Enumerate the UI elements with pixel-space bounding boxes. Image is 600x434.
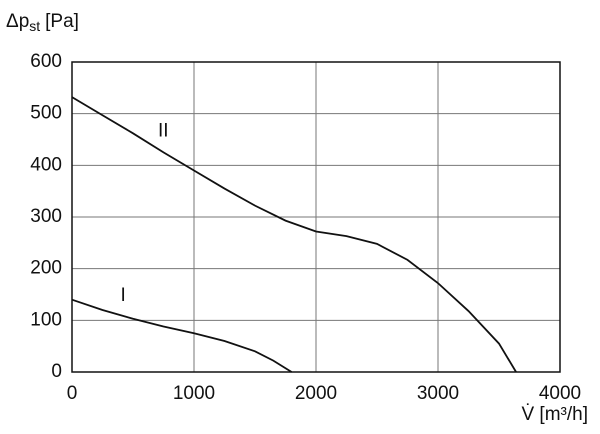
y-label-unit: [Pa] bbox=[45, 11, 79, 32]
y-tick-label: 500 bbox=[30, 103, 62, 124]
y-tick-label: 100 bbox=[30, 309, 62, 330]
y-label-subscript: st bbox=[29, 18, 40, 34]
curve bbox=[71, 298, 293, 373]
y-tick-label: 300 bbox=[30, 206, 62, 227]
y-tick-label: 200 bbox=[30, 258, 62, 279]
curve-label: II bbox=[158, 120, 169, 141]
y-tick-label: 0 bbox=[51, 361, 62, 382]
x-tick-label: 0 bbox=[67, 383, 78, 404]
x-tick-label: 3000 bbox=[417, 383, 459, 404]
y-tick-label: 400 bbox=[30, 154, 62, 175]
y-tick-label: 600 bbox=[30, 51, 62, 72]
x-tick-label: 4000 bbox=[539, 383, 581, 404]
x-axis-label: V̇ [m³/h] bbox=[521, 404, 588, 425]
y-axis-label: Δpst [Pa] bbox=[6, 11, 79, 34]
curve-label: I bbox=[121, 285, 126, 306]
y-label-symbol: Δp bbox=[6, 11, 29, 32]
x-tick-label: 2000 bbox=[295, 383, 337, 404]
plot-frame bbox=[71, 61, 561, 373]
curve bbox=[71, 96, 517, 373]
x-tick-label: 1000 bbox=[173, 383, 215, 404]
